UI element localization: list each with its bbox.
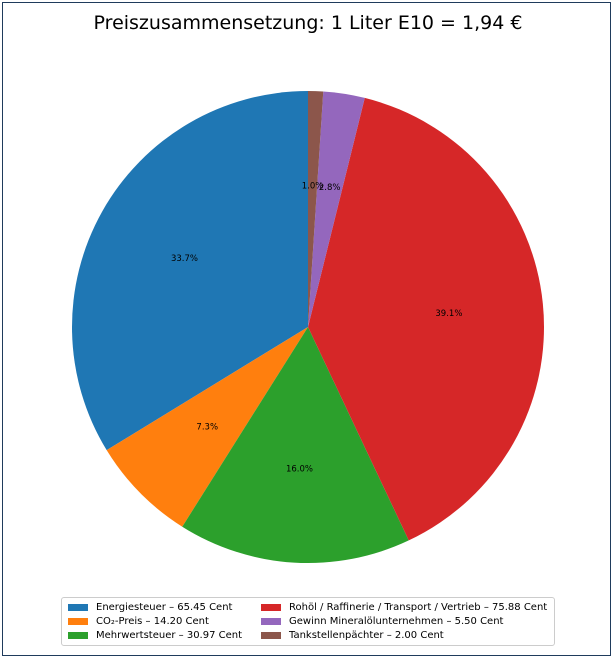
legend-label: Mehrwertsteuer – 30.97 Cent — [96, 630, 243, 641]
chart-legend: Energiesteuer – 65.45 Cent CO₂-Preis – 14… — [61, 597, 555, 646]
pie-percent-label-3: 16.0% — [286, 464, 313, 474]
legend-label: Tankstellenpächter – 2.00 Cent — [289, 630, 444, 641]
pie-slices — [71, 91, 545, 563]
pie-slice-4 — [308, 97, 545, 541]
pie-percent-labels: 33.7% 7.3% 16.0% 39.1% 2.8%1.0% — [171, 181, 462, 474]
pie-slice-3 — [182, 327, 409, 563]
legend-swatch — [261, 604, 281, 611]
pie-percent-label-6: 1.0% — [302, 181, 324, 191]
legend-label: CO₂-Preis – 14.20 Cent — [96, 616, 209, 627]
pie-slice-5 — [308, 91, 365, 327]
pie-slice-6 — [308, 91, 324, 327]
legend-swatch — [68, 632, 88, 639]
chart-title: Preiszusammensetzung: 1 Liter E10 = 1,94… — [94, 12, 523, 34]
legend-label: Gewinn Mineralölunternehmen – 5.50 Cent — [289, 616, 504, 627]
legend-swatch — [68, 618, 88, 625]
pie-percent-label-4: 39.1% — [435, 309, 462, 319]
legend-swatch — [68, 604, 88, 611]
pie-slice-1 — [71, 91, 309, 451]
pie-percent-label-1: 33.7% — [171, 254, 198, 264]
pie-slice-2 — [106, 327, 308, 527]
legend-swatch — [261, 632, 281, 639]
legend-swatch — [261, 618, 281, 625]
legend-label: Rohöl / Raffinerie / Transport / Vertrie… — [289, 602, 548, 613]
pie-percent-label-5: 2.8% — [319, 183, 341, 193]
legend-label: Energiesteuer – 65.45 Cent — [96, 602, 233, 613]
pie-percent-label-2: 7.3% — [196, 422, 218, 432]
